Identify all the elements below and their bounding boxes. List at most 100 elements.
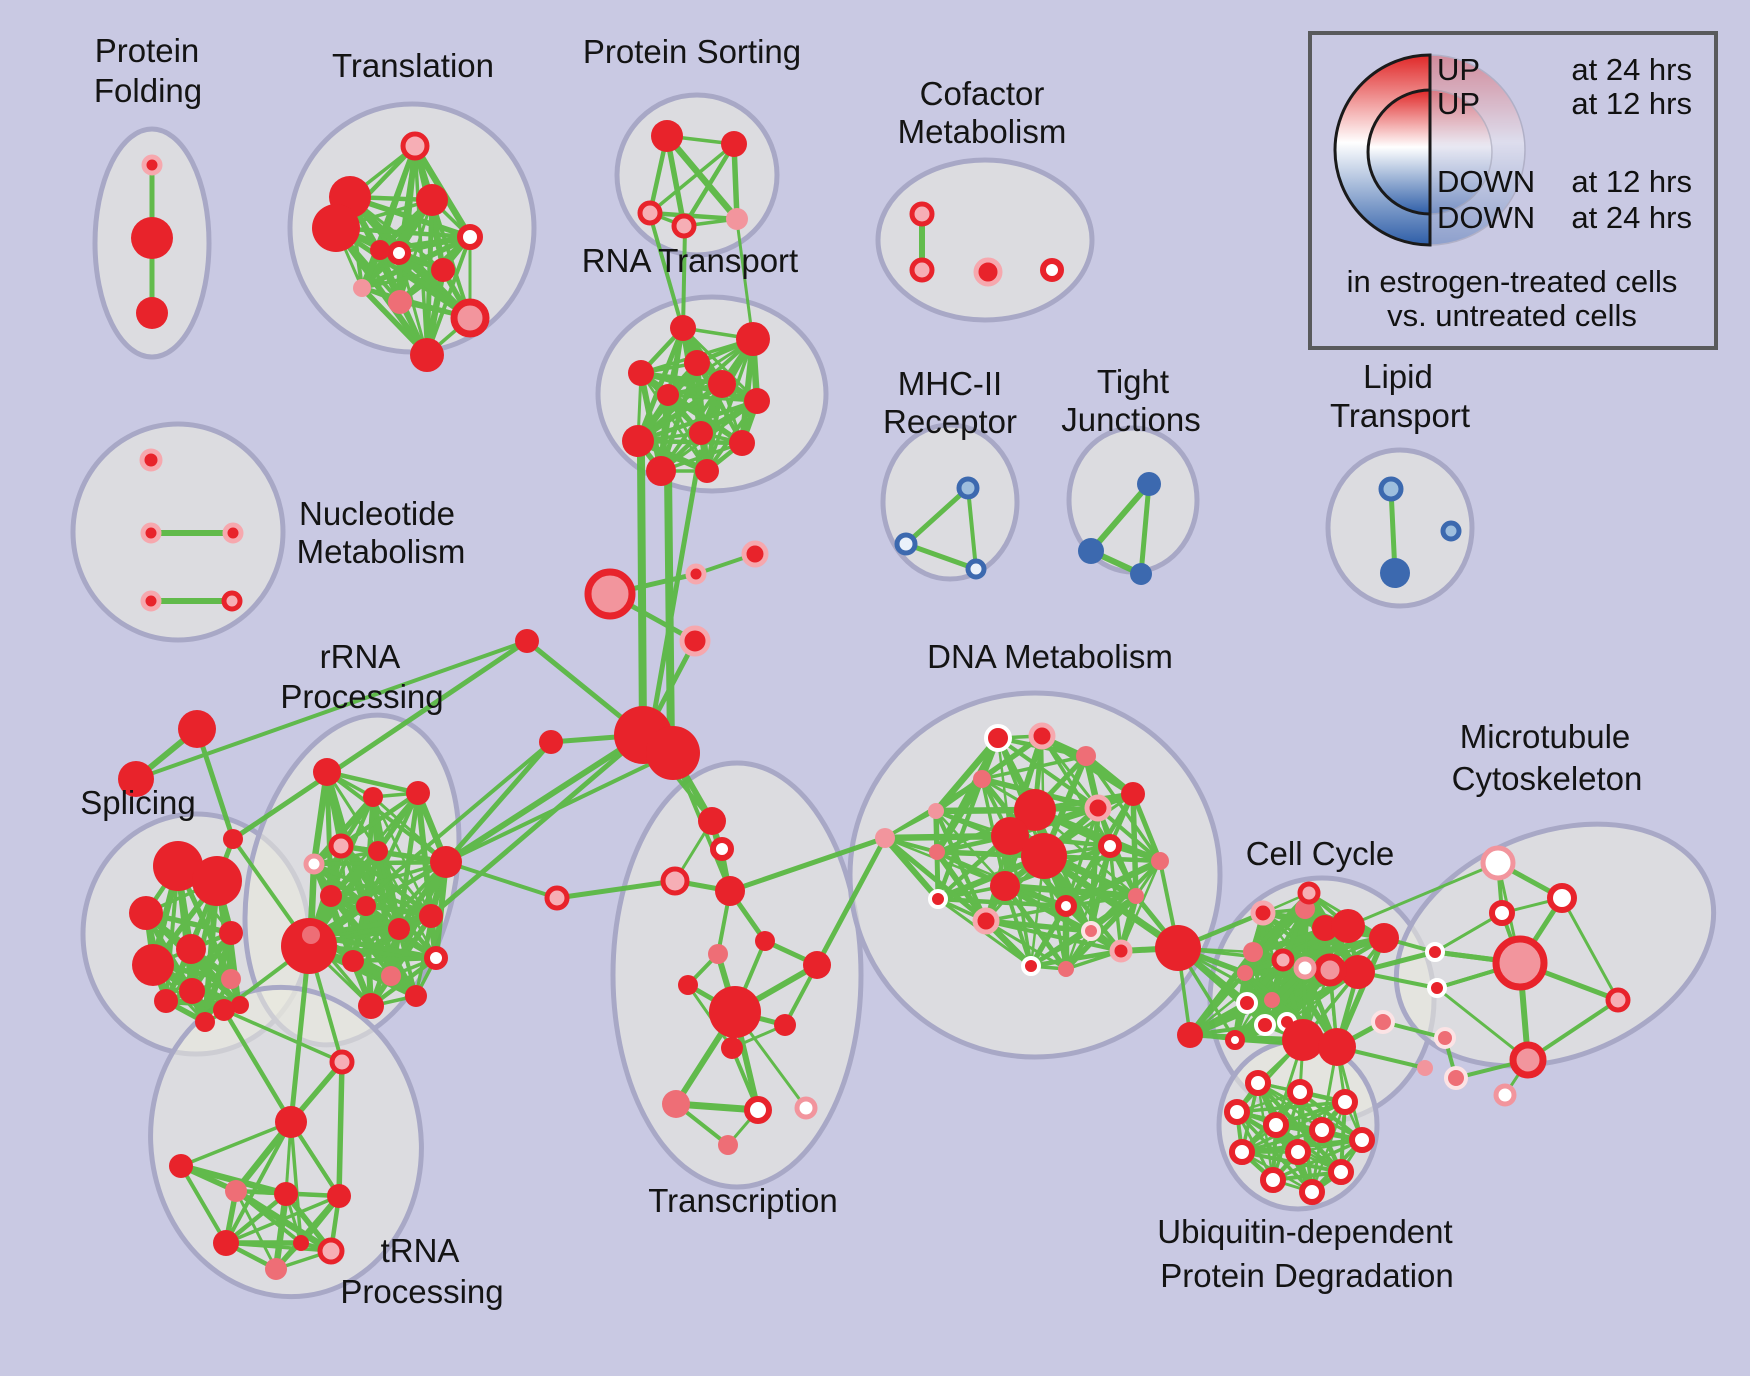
node-cell-cycle xyxy=(1237,965,1253,981)
edge-mhc-ii-receptor xyxy=(903,485,971,547)
node-protein-sorting xyxy=(637,200,663,226)
edge-trna-processing xyxy=(179,1164,228,1245)
node-dna-metabolism xyxy=(1055,895,1077,917)
edge-trna-processing xyxy=(222,1008,344,1064)
legend-time-label: at 24 hrs xyxy=(1571,52,1692,87)
cluster-label-lipid-transport: Transport xyxy=(1330,397,1470,434)
edge-trna-processing xyxy=(221,1007,294,1125)
node-connector xyxy=(741,540,769,568)
node-cell-cycle xyxy=(1318,1028,1356,1066)
node-dna-metabolism xyxy=(1128,888,1144,904)
node-trna-processing xyxy=(293,1235,309,1251)
edge-dna-metabolism xyxy=(881,832,1014,842)
node-microtubule-cytoskeleton xyxy=(1547,883,1577,913)
node-transcription xyxy=(678,975,698,995)
edge-rrna-processing xyxy=(368,955,439,1009)
node-connector xyxy=(178,710,216,748)
edge-rrna-processing xyxy=(397,927,418,998)
node-dna-metabolism xyxy=(1076,746,1096,766)
node-ubiquitin-degradation xyxy=(1224,1099,1250,1125)
node-dna-metabolism xyxy=(991,817,1029,855)
node-protein-folding xyxy=(131,217,173,259)
edge-tight-junctions xyxy=(1138,481,1152,577)
node-dna-metabolism xyxy=(1151,852,1169,870)
edge-mhc-ii-receptor xyxy=(966,486,978,571)
edge-ubiquitin-degradation xyxy=(1240,1128,1324,1154)
edge-dna-metabolism xyxy=(984,919,1123,953)
edge-intercluster xyxy=(194,726,236,842)
legend-inner-ring xyxy=(1366,88,1432,216)
node-transcription xyxy=(755,931,775,951)
node-rrna-processing xyxy=(313,758,341,786)
node-dna-metabolism xyxy=(1058,961,1074,977)
node-dna-metabolism xyxy=(1021,833,1067,879)
node-translation xyxy=(388,290,412,314)
edge-trna-processing xyxy=(177,1162,290,1198)
node-cell-cycle xyxy=(1271,948,1295,972)
node-protein-folding xyxy=(141,154,163,176)
node-ubiquitin-degradation xyxy=(1287,1079,1313,1105)
node-transcription xyxy=(715,876,745,906)
node-ubiquitin-degradation xyxy=(1229,1139,1255,1165)
cluster-label-cofactor-metabolism: Metabolism xyxy=(898,113,1067,150)
cluster-label-ubiquitin-degradation: Protein Degradation xyxy=(1160,1257,1454,1294)
node-connector xyxy=(1417,1060,1433,1076)
edge-intercluster xyxy=(648,213,685,332)
nodes-layer xyxy=(118,120,1631,1280)
node-cofactor-metabolism xyxy=(909,201,935,227)
legend-direction-label: DOWN xyxy=(1437,200,1535,235)
node-ubiquitin-degradation xyxy=(1299,1179,1325,1205)
node-connector xyxy=(646,726,700,780)
cluster-label-rrna-processing: Processing xyxy=(280,678,443,715)
cluster-label-protein-folding: Folding xyxy=(94,72,202,109)
edge-dna-metabolism xyxy=(1130,791,1139,899)
node-nucleotide-metabolism xyxy=(221,590,243,612)
cluster-label-rna-transport: RNA Transport xyxy=(582,242,798,279)
node-cell-cycle xyxy=(1155,925,1201,971)
node-lipid-transport xyxy=(1378,476,1404,502)
node-cofactor-metabolism xyxy=(909,257,935,283)
node-rna-transport xyxy=(684,350,710,376)
node-rrna-processing xyxy=(356,896,376,916)
node-rrna-processing xyxy=(388,918,410,940)
edge-intercluster xyxy=(637,451,647,739)
edge-dna-metabolism xyxy=(1062,857,1164,910)
node-transcription xyxy=(744,1096,772,1124)
edge-cell-cycle xyxy=(1187,970,1248,1038)
node-cell-cycle xyxy=(1369,923,1399,953)
legend-footer-text: vs. untreated cells xyxy=(1387,298,1637,333)
node-translation xyxy=(410,338,444,372)
edge-translation xyxy=(398,198,434,304)
legend-footer-text: in estrogen-treated cells xyxy=(1347,264,1678,299)
node-cell-cycle xyxy=(1236,992,1258,1014)
node-splicing xyxy=(176,934,206,964)
cluster-label-dna-metabolism: DNA Metabolism xyxy=(927,638,1173,675)
legend-time-label: at 24 hrs xyxy=(1571,200,1692,235)
node-dna-metabolism xyxy=(984,724,1012,752)
node-cofactor-metabolism xyxy=(1040,258,1064,282)
node-splicing xyxy=(179,978,205,1004)
edge-dna-metabolism xyxy=(984,904,1068,923)
node-rrna-processing xyxy=(281,918,337,974)
legend-direction-label: UP xyxy=(1437,52,1480,87)
node-rrna-processing xyxy=(419,904,443,928)
edge-rna-transport xyxy=(639,371,709,473)
node-dna-metabolism xyxy=(929,844,945,860)
node-cell-cycle xyxy=(1293,956,1317,980)
node-tight-junctions xyxy=(1130,563,1152,585)
node-mhc-ii-receptor xyxy=(956,476,980,500)
node-dna-metabolism xyxy=(1098,834,1122,858)
node-microtubule-cytoskeleton xyxy=(1492,935,1548,991)
node-ubiquitin-degradation xyxy=(1285,1139,1311,1165)
node-splicing xyxy=(192,856,242,906)
edge-rrna-processing xyxy=(311,794,376,867)
cluster-label-ubiquitin-degradation: Ubiquitin-dependent xyxy=(1157,1213,1452,1250)
edge-dna-metabolism xyxy=(882,835,989,924)
node-rna-transport xyxy=(708,370,736,398)
node-dna-metabolism xyxy=(973,770,991,788)
node-ubiquitin-degradation xyxy=(1245,1070,1271,1096)
node-microtubule-cytoskeleton xyxy=(1427,978,1447,998)
node-translation xyxy=(416,184,448,216)
cluster-label-mhc-ii-receptor: Receptor xyxy=(883,403,1017,440)
node-microtubule-cytoskeleton xyxy=(1605,987,1631,1013)
